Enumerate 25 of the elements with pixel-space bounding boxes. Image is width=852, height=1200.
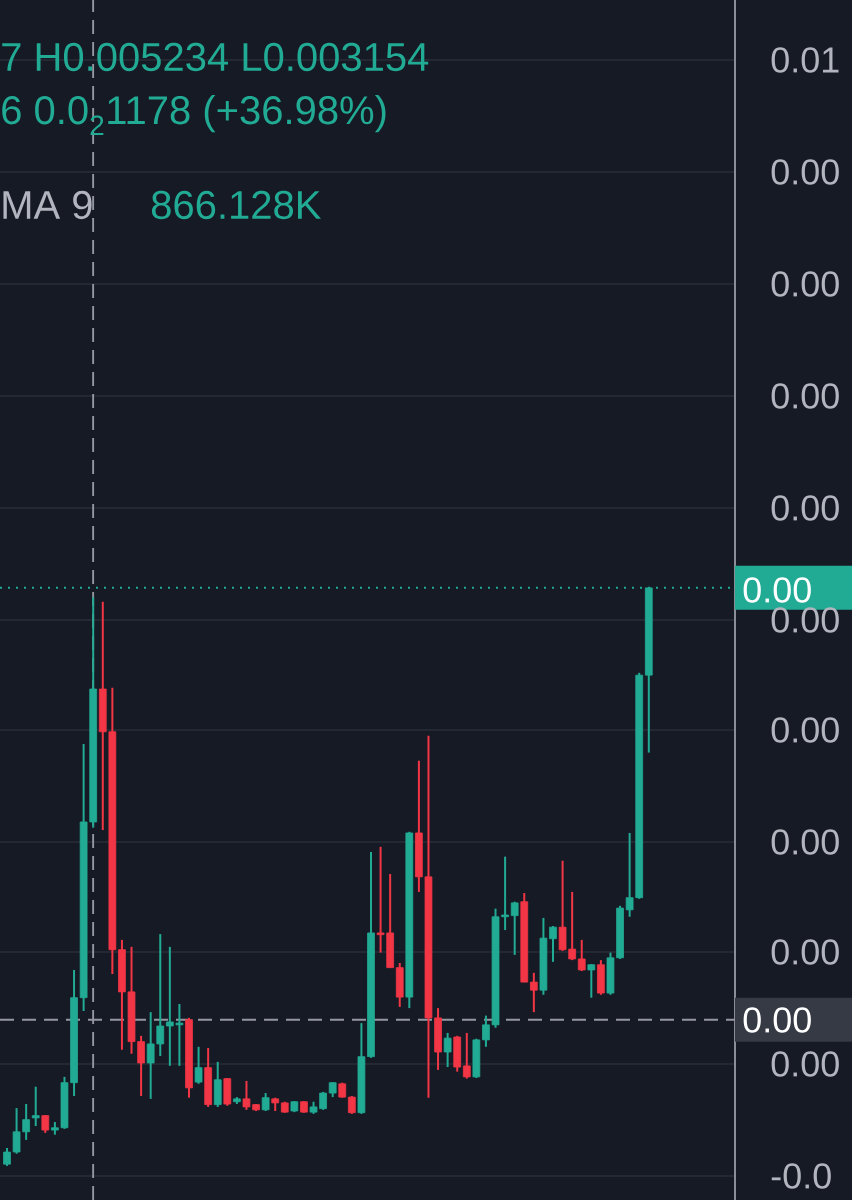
text: 0.00 <box>771 939 839 965</box>
text: 0.01 <box>771 47 839 73</box>
text: 0.00 <box>771 829 839 855</box>
text: 0.00 <box>771 271 839 297</box>
candlestick <box>587 963 596 999</box>
text: 0.00 <box>743 1007 811 1033</box>
candlestick <box>194 1045 203 1085</box>
candlestick <box>462 1031 471 1080</box>
candlestick <box>443 1031 452 1069</box>
candlestick <box>31 1085 40 1128</box>
text: MA 9 <box>3 190 92 220</box>
text: 7 H0.005234 L0.003154 <box>2 42 429 72</box>
candlestick <box>510 900 519 956</box>
text: 0.00 <box>771 607 839 633</box>
text: 0.00 <box>771 1051 839 1077</box>
candlestick <box>529 971 538 1014</box>
text: -0.0 <box>771 1163 831 1189</box>
text: 0.00 <box>771 495 839 521</box>
text: 0.00 <box>771 159 839 185</box>
candlestick <box>577 938 586 973</box>
text: 6 0.0$_{2}$1178 (+36.98%) <box>2 95 386 135</box>
text: 0.00 <box>771 383 839 409</box>
text: 0.00 <box>771 717 839 743</box>
text: 866.128K <box>151 190 321 220</box>
text: 0.00 <box>743 577 811 603</box>
